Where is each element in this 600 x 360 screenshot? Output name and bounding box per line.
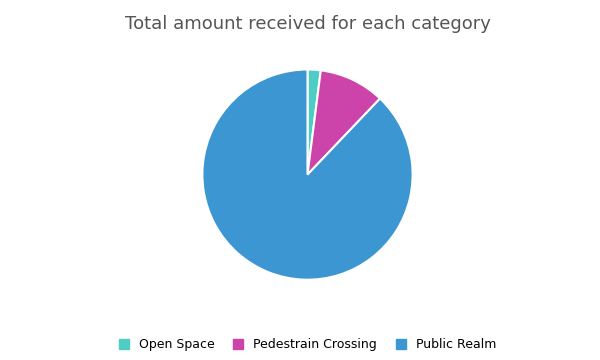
Legend: Open Space, Pedestrain Crossing, Public Realm: Open Space, Pedestrain Crossing, Public … (113, 332, 502, 357)
Wedge shape (308, 70, 380, 175)
Title: Total amount received for each category: Total amount received for each category (125, 15, 490, 33)
Wedge shape (307, 69, 321, 175)
Wedge shape (202, 69, 413, 280)
